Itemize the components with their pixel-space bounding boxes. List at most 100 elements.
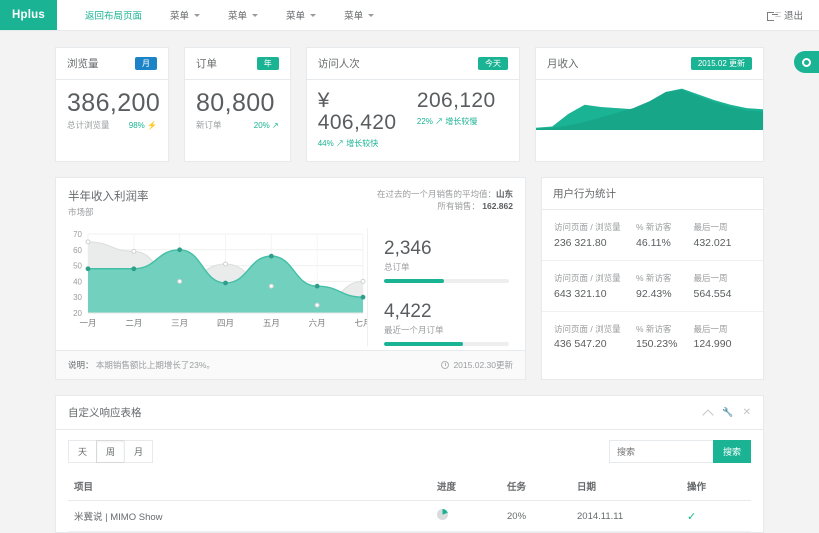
- check-icon[interactable]: ✓: [687, 510, 697, 523]
- profit-chart-plot: 20 30 40 50 60 70 一月 二月 三月 四月 五月 六月 七月: [62, 228, 371, 346]
- custom-response-table: 项目 进度 任务 日期 操作 米冀说 | MIMO Show 20%: [68, 472, 751, 533]
- behavior-value: 124.990: [693, 338, 732, 351]
- stat-delta-value: 98%: [128, 121, 145, 131]
- chart-area: 20 30 40 50 60 70 一月 二月 三月 四月 五月 六月 七月 2,346 总订单 4,4…: [56, 224, 525, 350]
- chevron-up-icon[interactable]: [704, 408, 713, 417]
- panel-header: 自定义响应表格 🔧 ✕: [56, 396, 763, 431]
- chart-note-text: 在过去的一个月销售的平均值：: [376, 189, 496, 200]
- top-navbar: Hplus 返回布局页面 菜单 菜单 菜单 菜单 退出: [0, 0, 819, 31]
- column-header-action[interactable]: 操作: [681, 472, 751, 502]
- stat-delta: 44% ↗ 增长较快: [318, 138, 409, 149]
- range-button-day[interactable]: 天: [68, 440, 98, 464]
- status-badge: 月: [135, 56, 157, 71]
- svg-text:四月: 四月: [217, 318, 234, 328]
- range-button-month[interactable]: 月: [124, 440, 154, 464]
- nav-item-menu-4[interactable]: 菜单: [330, 0, 388, 31]
- behavior-value: 564.554: [693, 287, 732, 300]
- stat-delta: 98% ⚡: [129, 121, 157, 130]
- status-badge: 2015.02 更新: [690, 56, 752, 71]
- brand-logo[interactable]: Hplus: [0, 0, 57, 30]
- behavior-cell-pageviews: 访问页面 / 浏览量 436 547.20: [554, 323, 636, 351]
- behavior-rows: 访问页面 / 浏览量 236 321.80 % 新访客 46.11% 最后一周 …: [542, 210, 763, 361]
- stat-value: ¥ 406,420: [317, 89, 397, 135]
- sign-out-icon: [766, 10, 778, 21]
- middle-row: 半年收入利润率 市场部 在过去的一个月销售的平均值：山东 所有销售： 162.8…: [55, 177, 764, 381]
- close-icon[interactable]: ✕: [742, 407, 751, 419]
- svg-text:50: 50: [73, 262, 82, 271]
- visits-left: ¥ 406,420 44% ↗ 增长较快: [317, 89, 409, 149]
- status-badge: 年: [256, 56, 279, 71]
- behavior-value: 92.43%: [636, 287, 672, 300]
- table-header-row: 项目 进度 任务 日期 操作: [68, 472, 751, 502]
- card-title: 订单: [196, 58, 217, 70]
- chart-footer-note-label: 说明：: [68, 360, 94, 371]
- chart-note-line-2: 所有销售： 162.862: [377, 200, 513, 212]
- behavior-cell-lastweek: 最后一周 432.021: [694, 221, 752, 249]
- svg-text:60: 60: [73, 246, 82, 255]
- profit-area-chart-svg: 20 30 40 50 60 70 一月 二月 三月 四月 五月 六月 七月: [73, 230, 371, 328]
- panel-user-behavior: 用户行为统计 访问页面 / 浏览量 236 321.80 % 新访客 46.11…: [541, 177, 764, 381]
- table-toolbar: 天 周 月 搜索: [68, 440, 751, 464]
- cell-progress: [431, 500, 501, 533]
- stat-card-orders: 订单 年 80,800 新订单 20% ↗: [184, 47, 291, 163]
- svg-text:一月: 一月: [79, 318, 96, 328]
- order-label: 最近一个月订单: [384, 325, 444, 336]
- arrow-up-icon: ↗: [272, 121, 279, 131]
- stat-delta: 22% ↗ 增长较慢: [417, 116, 508, 127]
- column-header-task[interactable]: 任务: [501, 472, 571, 502]
- card-body: ¥ 406,420 44% ↗ 增长较快 206,120 22% ↗ 增长较慢: [307, 80, 519, 161]
- behavior-key: 最后一周: [693, 222, 728, 233]
- card-title: 浏览量: [67, 58, 99, 70]
- panel-header: 用户行为统计: [542, 178, 763, 211]
- chevron-down-icon: [368, 13, 375, 17]
- chart-note-strong: 山东: [495, 189, 513, 200]
- chart-header-left: 半年收入利润率 市场部: [68, 188, 149, 218]
- nav-item-menu-2[interactable]: 菜单: [214, 0, 272, 31]
- behavior-key: 最后一周: [693, 323, 728, 334]
- behavior-key: % 新访客: [636, 323, 672, 334]
- chart-footer-update: 2015.02.30更新: [441, 359, 513, 371]
- column-header-project[interactable]: 项目: [68, 472, 431, 502]
- stat-label: 新订单: [196, 120, 222, 131]
- panel-custom-table: 自定义响应表格 🔧 ✕ 天 周 月 搜索: [55, 395, 764, 533]
- column-header-date[interactable]: 日期: [571, 472, 681, 502]
- stat-card-visits: 访问人次 今天 ¥ 406,420 44% ↗ 增长较快 206,120 22%: [305, 47, 520, 163]
- monthly-income-svg: [536, 88, 763, 130]
- behavior-cell-newvisitors: % 新访客 46.11%: [636, 221, 694, 249]
- progress-bar-recent-orders: [384, 342, 509, 347]
- card-body: 80,800 新订单 20% ↗: [185, 80, 290, 143]
- column-header-progress[interactable]: 进度: [431, 472, 501, 502]
- table-row[interactable]: 米冀说 | MIMO Show 20% 2014.11.11 ✓: [68, 500, 751, 533]
- card-header: 访问人次 今天: [306, 48, 519, 80]
- search-area: 搜索: [608, 440, 751, 464]
- panel-title: 自定义响应表格: [68, 407, 142, 420]
- svg-text:70: 70: [73, 230, 82, 239]
- chart-header-note: 在过去的一个月销售的平均值：山东 所有销售： 162.862: [377, 188, 513, 218]
- range-button-week[interactable]: 周: [96, 440, 126, 464]
- search-input[interactable]: [608, 440, 714, 464]
- chart-footer-note: 说明： 本期销售额比上期增长了23%。: [68, 359, 215, 371]
- chevron-down-icon: [252, 13, 259, 17]
- chart-note-strong: 162.862: [482, 201, 513, 212]
- clock-icon: [441, 361, 450, 370]
- cell-action: ✓: [681, 500, 751, 533]
- behavior-value: 432.021: [693, 236, 732, 249]
- nav-item-menu-1[interactable]: 菜单: [156, 0, 214, 31]
- cell-date: 2014.11.11: [571, 500, 681, 533]
- stat-delta-value: 20%: [253, 121, 270, 131]
- order-value: 4,422: [384, 301, 432, 323]
- logout-button[interactable]: 退出: [783, 11, 803, 22]
- search-button[interactable]: 搜索: [712, 440, 751, 464]
- nav-item-menu-3[interactable]: 菜单: [272, 0, 330, 31]
- nav-item-return-layout[interactable]: 返回布局页面: [71, 0, 156, 31]
- behavior-cell-newvisitors: % 新访客 92.43%: [636, 272, 694, 300]
- order-value: 2,346: [384, 238, 432, 260]
- status-badge: 今天: [478, 56, 508, 71]
- nav-item-label: 菜单: [344, 11, 364, 22]
- settings-tab-button[interactable]: [794, 51, 819, 73]
- nav-links: 返回布局页面 菜单 菜单 菜单 菜单: [57, 0, 388, 30]
- stats-row: 浏览量 月 386,200 总计浏览量 98% ⚡ 订单 年 80: [55, 47, 764, 163]
- order-label: 总订单: [384, 262, 410, 273]
- wrench-icon[interactable]: 🔧: [722, 407, 734, 418]
- stat-value: 206,120: [416, 89, 496, 112]
